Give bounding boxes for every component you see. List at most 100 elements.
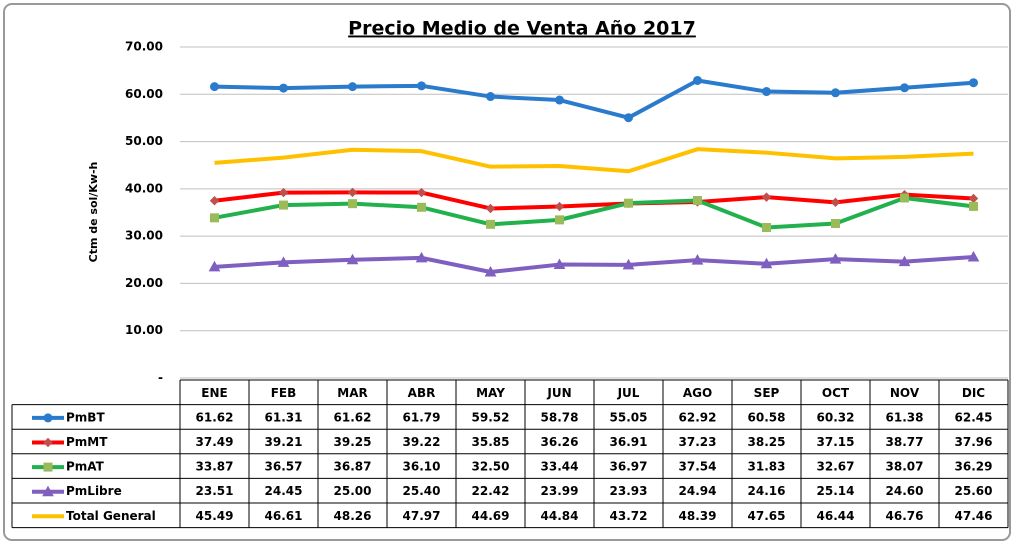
- point-marker: [900, 193, 909, 203]
- table-value: 36.97: [610, 460, 648, 474]
- y-tick-label: 20.00: [125, 276, 163, 290]
- table-value: 23.93: [610, 484, 648, 498]
- table-value: 25.40: [403, 484, 441, 498]
- y-tick-label: 10.00: [125, 323, 163, 337]
- table-value: 62.92: [679, 410, 717, 424]
- legend-marker: [43, 413, 53, 423]
- table-value: 24.60: [886, 484, 924, 498]
- table-value: 22.42: [472, 484, 510, 498]
- x-tick-label: JUL: [617, 386, 640, 400]
- table-value: 36.29: [955, 460, 993, 474]
- point-marker: [210, 82, 219, 92]
- table-value: 36.87: [334, 460, 372, 474]
- point-marker: [485, 203, 496, 214]
- point-marker: [209, 196, 220, 206]
- table-value: 38.25: [748, 435, 786, 449]
- table-value: 45.49: [196, 509, 234, 523]
- point-marker: [348, 199, 357, 209]
- point-marker: [831, 219, 840, 229]
- table-value: 32.67: [817, 460, 855, 474]
- table-value: 38.07: [886, 460, 924, 474]
- legend-label: Total General: [66, 509, 156, 523]
- point-marker: [208, 260, 221, 272]
- point-marker: [417, 81, 426, 91]
- table-value: 24.94: [679, 484, 717, 498]
- table-value: 61.79: [403, 410, 441, 424]
- table-value: 33.44: [541, 460, 579, 474]
- legend-marker: [42, 485, 54, 497]
- table-value: 37.23: [679, 435, 717, 449]
- table-value: 60.58: [748, 410, 786, 424]
- legend-marker: [43, 437, 53, 448]
- table-value: 36.57: [265, 460, 303, 474]
- y-tick-label: 60.00: [125, 87, 163, 101]
- point-marker: [346, 253, 359, 265]
- table-value: 61.31: [265, 410, 303, 424]
- point-marker: [760, 257, 773, 269]
- point-marker: [484, 265, 497, 277]
- point-marker: [830, 197, 841, 208]
- table-value: 33.87: [196, 460, 234, 474]
- table-value: 47.97: [403, 509, 441, 523]
- table-value: 24.16: [748, 484, 786, 498]
- table-value: 36.91: [610, 435, 648, 449]
- series-line: [214, 78, 974, 120]
- x-tick-label: SEP: [754, 386, 780, 400]
- point-marker: [278, 187, 289, 198]
- point-marker: [415, 251, 428, 263]
- table-value: 37.96: [955, 435, 993, 449]
- point-marker: [277, 256, 290, 267]
- table-value: 62.45: [955, 410, 993, 424]
- point-marker: [624, 113, 633, 123]
- point-marker: [555, 215, 564, 225]
- table-value: 48.26: [334, 509, 372, 523]
- x-tick-label: NOV: [890, 386, 920, 400]
- table-value: 47.65: [748, 509, 786, 523]
- y-tick-label: 40.00: [125, 181, 163, 195]
- legend-label: PmAT: [66, 460, 105, 474]
- table-value: 58.78: [541, 410, 579, 424]
- table-value: 46.76: [886, 509, 924, 523]
- series-line: [214, 195, 974, 230]
- point-marker: [279, 200, 288, 210]
- y-tick-label: 70.00: [125, 40, 163, 54]
- point-marker: [622, 258, 635, 270]
- table-value: 25.00: [334, 484, 372, 498]
- table-value: 61.38: [886, 410, 924, 424]
- point-marker: [969, 78, 978, 88]
- point-marker: [967, 250, 980, 262]
- x-tick-label: OCT: [822, 386, 850, 400]
- table-value: 36.10: [403, 460, 441, 474]
- table-value: 44.84: [541, 509, 579, 523]
- y-tick-label: -: [158, 371, 163, 385]
- point-marker: [829, 253, 842, 264]
- table-value: 39.22: [403, 435, 441, 449]
- table-value: 25.14: [817, 484, 855, 498]
- x-tick-label: ENE: [201, 386, 227, 400]
- y-tick-label: 50.00: [125, 134, 163, 148]
- table-value: 47.46: [955, 509, 993, 523]
- table-value: 32.50: [472, 460, 510, 474]
- x-tick-label: DIC: [962, 386, 985, 400]
- legend-label: PmMT: [66, 435, 108, 449]
- table-value: 23.51: [196, 484, 234, 498]
- table-value: 43.72: [610, 509, 648, 523]
- legend-marker: [43, 462, 53, 472]
- point-marker: [486, 92, 495, 102]
- series-line: [214, 147, 974, 174]
- point-marker: [417, 202, 426, 212]
- point-marker: [693, 75, 702, 85]
- table-value: 61.62: [196, 410, 234, 424]
- table-value: 38.77: [886, 435, 924, 449]
- point-marker: [693, 195, 702, 205]
- point-marker: [210, 213, 219, 223]
- point-marker: [762, 222, 771, 232]
- chart-title: Precio Medio de Venta Año 2017: [348, 18, 696, 40]
- point-marker: [416, 187, 427, 198]
- y-axis-label: Ctm de sol/Kw-h: [87, 162, 100, 263]
- series-line: [214, 254, 974, 274]
- series-line: [214, 190, 974, 211]
- x-tick-label: AGO: [683, 386, 712, 400]
- table-value: 46.61: [265, 509, 303, 523]
